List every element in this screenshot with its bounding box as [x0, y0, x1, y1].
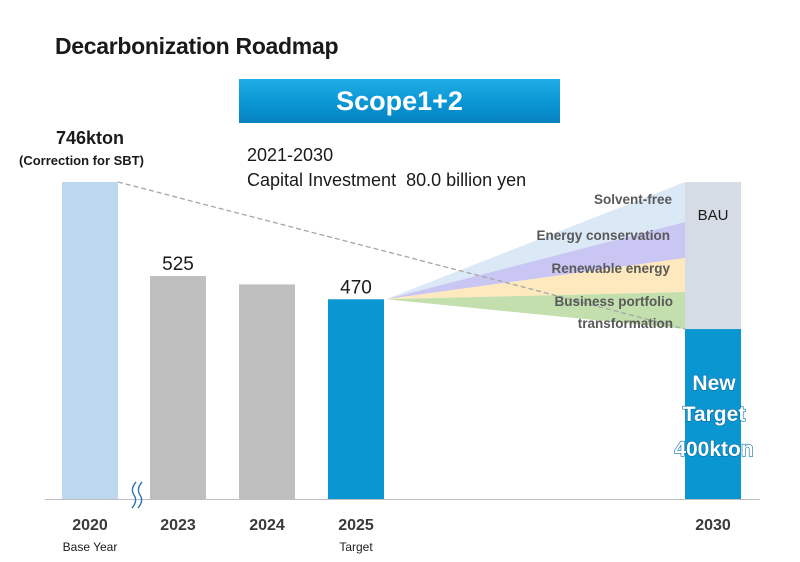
- reduction-lever-label: Renewable energy: [551, 261, 670, 276]
- base-year-note: (Correction for SBT): [19, 153, 144, 168]
- bar-2025: [328, 299, 384, 499]
- new-target-label: Target: [683, 403, 746, 426]
- investment-period: 2021-2030: [247, 145, 334, 165]
- new-target-label: New: [692, 372, 736, 395]
- bar-2020: [62, 182, 118, 499]
- base-year-value-annotation: 746kton: [56, 128, 125, 148]
- bar-2024: [239, 284, 295, 499]
- bar-2030: [685, 329, 741, 499]
- reduction-lever-label: Solvent-free: [594, 192, 673, 207]
- reduction-lever-label: Energy conservation: [536, 228, 670, 243]
- reduction-wedge: [386, 182, 685, 300]
- axis-break-icon: [137, 481, 143, 509]
- x-tick-sublabel: Base Year: [63, 540, 118, 554]
- x-tick-sublabel: Target: [339, 540, 373, 554]
- reduction-wedge: [386, 292, 685, 330]
- x-tick-label: 2020: [72, 517, 108, 534]
- x-tick-label: 2030: [695, 517, 731, 534]
- bau-label: BAU: [698, 207, 729, 224]
- reduction-wedge: [386, 222, 685, 300]
- trend-line: [117, 181, 686, 330]
- reduction-wedge: [386, 258, 685, 300]
- investment-amount: Capital Investment 80.0 billion yen: [247, 170, 527, 190]
- scope-banner: Scope1+2: [239, 79, 560, 123]
- data-label: 525: [162, 254, 194, 275]
- new-target-label: 400kton: [674, 438, 753, 461]
- x-tick-label: 2024: [249, 517, 285, 534]
- page-title: Decarbonization Roadmap: [55, 33, 339, 59]
- bar-2023: [150, 276, 206, 499]
- x-tick-label: 2023: [160, 517, 196, 534]
- data-label: 470: [340, 277, 372, 298]
- x-tick-label: 2025: [338, 517, 374, 534]
- bau-box: [685, 182, 741, 330]
- reduction-lever-label: transformation: [578, 316, 673, 331]
- reduction-lever-label: Business portfolio: [554, 294, 673, 309]
- axis-break-icon: [131, 481, 137, 509]
